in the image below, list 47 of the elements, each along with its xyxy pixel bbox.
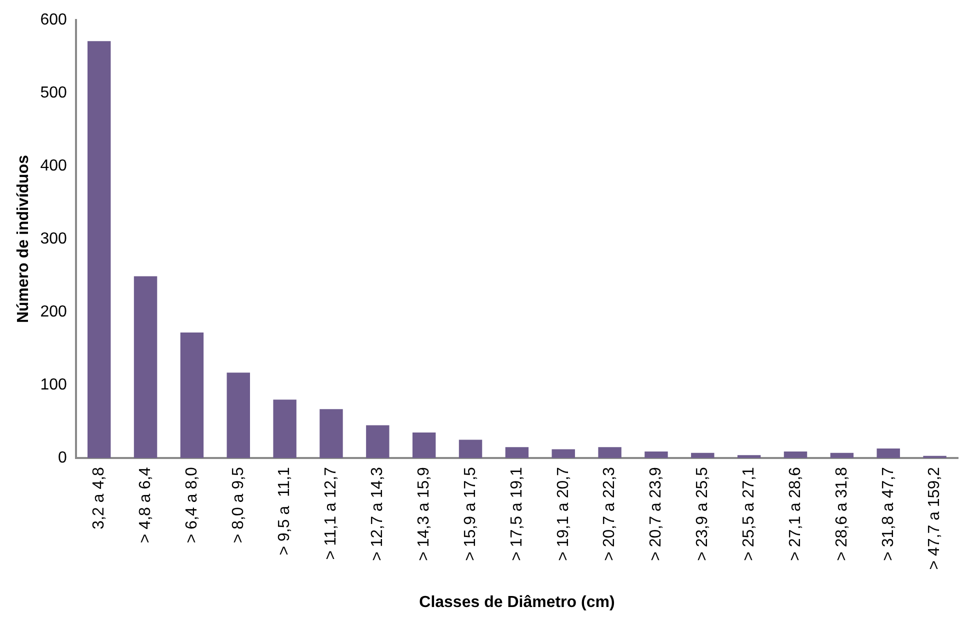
y-tick-label: 300 xyxy=(40,230,67,248)
bar xyxy=(923,456,946,458)
bar xyxy=(876,448,900,458)
x-tick-label: > 28,6 a 31,8 xyxy=(833,466,850,561)
y-tick-label: 500 xyxy=(40,84,67,102)
bar xyxy=(412,432,436,458)
x-tick-label: > 8,0 a 9,5 xyxy=(230,466,247,544)
x-tick-label: > 47,7 a 159,2 xyxy=(926,466,944,570)
bar xyxy=(784,451,808,458)
bar xyxy=(830,452,854,458)
bar xyxy=(366,425,390,458)
x-tick-label: > 27,1 a 28,6 xyxy=(786,466,804,561)
bar xyxy=(88,41,111,458)
y-tick-label: 100 xyxy=(40,376,67,394)
bar xyxy=(737,455,761,458)
x-tick-label: > 9,5 a 11,1 xyxy=(276,466,294,556)
x-tick-label: > 11,1 a 12,7 xyxy=(322,466,340,560)
x-tick-label: > 6,4 a 8,0 xyxy=(183,466,200,544)
y-tick-label: 600 xyxy=(40,11,67,28)
bar xyxy=(644,451,668,458)
x-tick-label: > 20,7 a 22,3 xyxy=(601,466,618,561)
x-tick-label: > 19,1 a 20,7 xyxy=(554,466,572,561)
bar xyxy=(226,372,250,458)
bar xyxy=(320,409,343,458)
bar xyxy=(134,276,158,458)
x-tick-label: 3,2 a 4,8 xyxy=(90,466,108,530)
y-tick-label: 0 xyxy=(58,449,67,466)
bar xyxy=(505,447,529,458)
x-tick-label: > 23,9 a 25,5 xyxy=(694,466,712,561)
x-tick-label: > 14,3 a 15,9 xyxy=(416,466,432,561)
bar xyxy=(598,447,622,458)
x-tick-label: > 12,7 a 14,3 xyxy=(369,466,386,561)
x-tick-label: > 4,8 a 6,4 xyxy=(136,466,154,544)
x-tick-label: > 15,9 a 17,5 xyxy=(462,466,479,561)
x-tick-label: > 20,7 a 23,9 xyxy=(648,466,665,561)
bar xyxy=(458,440,482,458)
x-tick-label: > 17,5 a 19,1 xyxy=(508,466,526,561)
bar xyxy=(691,452,714,458)
y-tick-label: 400 xyxy=(40,157,67,174)
x-tick-label: > 31,8 a 47,7 xyxy=(880,466,897,561)
y-axis-title: Número de indivíduos xyxy=(15,154,32,324)
bar xyxy=(180,332,204,458)
x-tick-label: > 25,5 a 27,1 xyxy=(740,466,758,561)
y-tick-label: 200 xyxy=(40,303,67,320)
bar xyxy=(273,400,296,458)
bar xyxy=(552,449,575,458)
x-axis-title: Classes de Diâmetro (cm) xyxy=(419,594,615,611)
